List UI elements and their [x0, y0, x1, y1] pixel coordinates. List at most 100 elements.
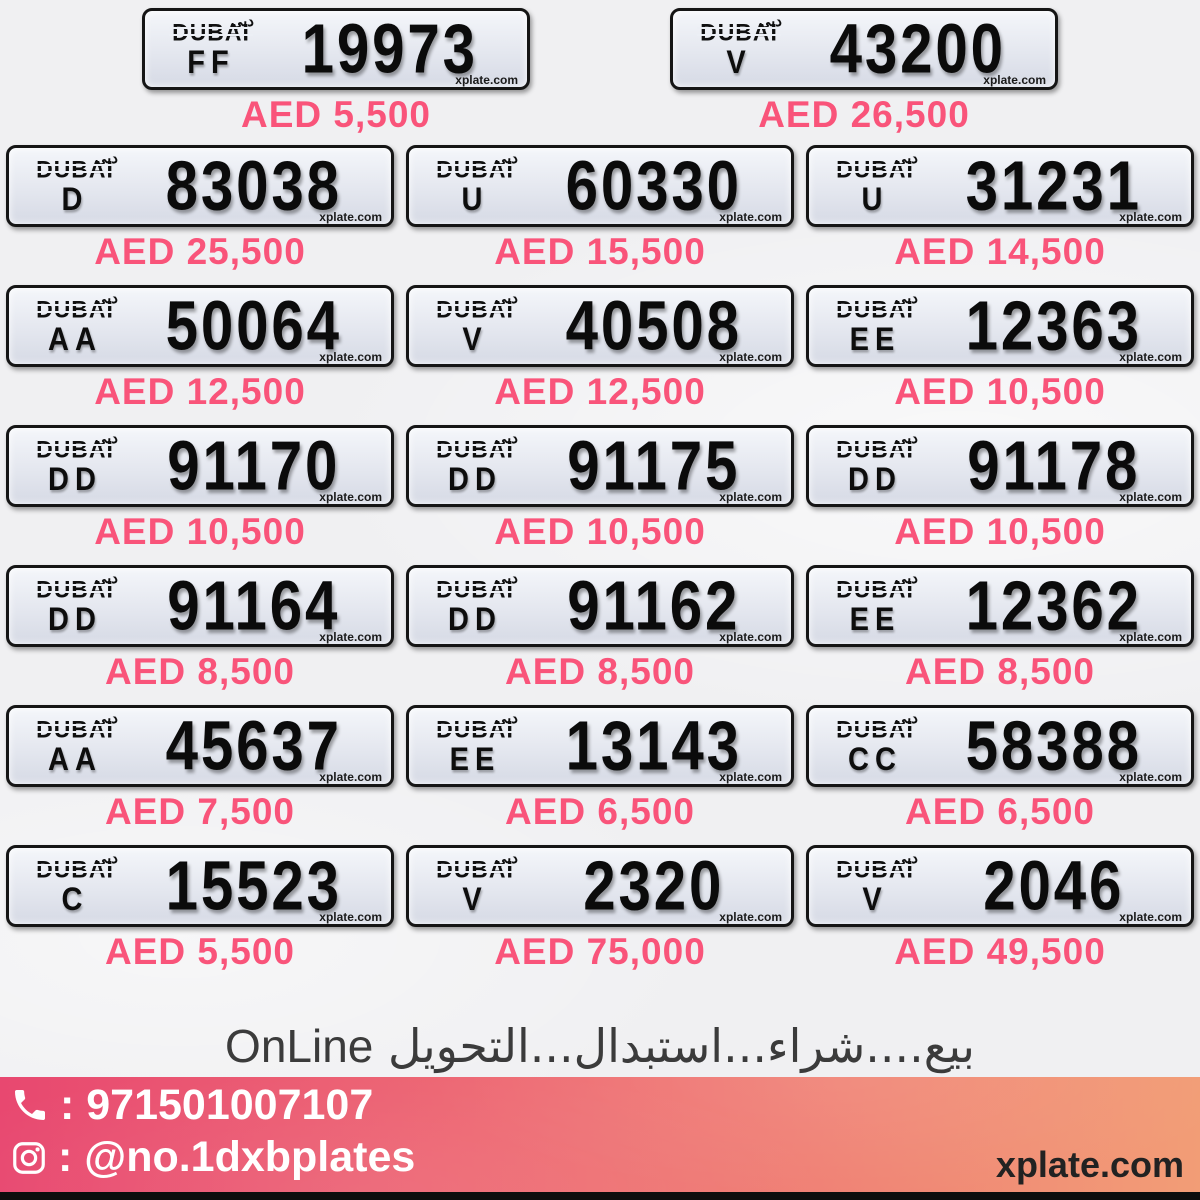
plate-watermark: xplate.com [1119, 210, 1182, 224]
dubai-logo-latin: DUBAI [836, 294, 914, 323]
plate-letter-code: C [61, 881, 89, 918]
plate-price: AED 75,000 [494, 931, 706, 972]
dubai-logo-latin: DUBAI [36, 294, 114, 323]
plate-price: AED 7,500 [105, 791, 295, 832]
dubai-logo: DUBAI دبي [33, 291, 118, 323]
license-plate: DUBAI دبي DD 91164 xplate.com [6, 565, 394, 647]
plate-letter-code: V [462, 321, 488, 358]
license-plate: DUBAI دبي DD 91175 xplate.com [406, 425, 794, 507]
dubai-logo-arabic: دبي [94, 429, 118, 447]
license-plate: DUBAI دبي EE 13143 xplate.com [406, 705, 794, 787]
plate-watermark: xplate.com [1119, 770, 1182, 784]
plate-card: DUBAI دبي DD 91178 xplate.com AED 10,500 [806, 425, 1194, 552]
dubai-logo-latin: DUBAI [836, 714, 914, 743]
plate-letter-code: EE [449, 741, 501, 778]
plate-watermark: xplate.com [719, 210, 782, 224]
plate-left-block: DUBAI دبي V [673, 11, 805, 87]
dubai-logo-latin: DUBAI [436, 434, 514, 463]
plate-card: DUBAI دبي CC 58388 xplate.com AED 6,500 [806, 705, 1194, 832]
plate-left-block: DUBAI دبي EE [809, 288, 941, 364]
plate-watermark: xplate.com [719, 490, 782, 504]
plate-watermark: xplate.com [719, 770, 782, 784]
dubai-logo-arabic: دبي [758, 12, 782, 30]
plate-left-block: DUBAI دبي V [409, 848, 541, 924]
dubai-logo-arabic: دبي [94, 709, 118, 727]
site-name: xplate.com [995, 1144, 1184, 1185]
plate-card: DUBAI دبي D 83038 xplate.com AED 25,500 [6, 145, 394, 272]
dubai-logo-arabic: دبي [94, 849, 118, 867]
dubai-logo-arabic: دبي [894, 149, 918, 167]
plate-letter-code: AA [48, 321, 102, 358]
plate-watermark: xplate.com [983, 73, 1046, 87]
license-plate: DUBAI دبي D 83038 xplate.com [6, 145, 394, 227]
featured-plates-row: DUBAI دبي FF 19973 xplate.com AED 5,500 … [0, 0, 1200, 135]
plate-card: DUBAI دبي U 60330 xplate.com AED 15,500 [406, 145, 794, 272]
plate-left-block: DUBAI دبي AA [9, 288, 141, 364]
instagram-icon [10, 1139, 48, 1177]
dubai-logo-arabic: دبي [494, 289, 518, 307]
dubai-logo-latin: DUBAI [36, 854, 114, 883]
plate-number: 12363 [965, 287, 1142, 365]
plate-number: 91162 [567, 567, 741, 645]
services-line: بيع....شراء...استبدال...التحويل OnLine [0, 1019, 1200, 1073]
plate-card: DUBAI دبي DD 91175 xplate.com AED 10,500 [406, 425, 794, 552]
plate-watermark: xplate.com [319, 910, 382, 924]
plate-letter-code: DD [48, 601, 102, 638]
dubai-logo-arabic: دبي [494, 429, 518, 447]
license-plate: DUBAI دبي AA 50064 xplate.com [6, 285, 394, 367]
plate-watermark: xplate.com [719, 910, 782, 924]
plate-price: AED 12,500 [94, 371, 306, 412]
dubai-logo: DUBAI دبي [833, 711, 918, 743]
plate-price: AED 6,500 [505, 791, 695, 832]
plate-left-block: DUBAI دبي AA [9, 708, 141, 784]
instagram-handle-text: : @no.1dxbplates [58, 1133, 416, 1182]
plate-price: AED 5,500 [105, 931, 295, 972]
dubai-logo-latin: DUBAI [436, 154, 514, 183]
plate-price: AED 49,500 [894, 931, 1106, 972]
footer-banner: : 971501007107 : @no.1dxbplates xplate.c… [0, 1077, 1200, 1200]
plate-number: 19973 [301, 10, 478, 88]
plate-letter-code: V [726, 44, 752, 81]
plate-letter-code: FF [187, 44, 235, 81]
license-plate: DUBAI دبي EE 12362 xplate.com [806, 565, 1194, 647]
license-plate: DUBAI دبي AA 45637 xplate.com [6, 705, 394, 787]
dubai-logo: DUBAI دبي [433, 711, 518, 741]
dubai-logo-arabic: دبي [94, 149, 118, 167]
dubai-logo-latin: DUBAI [836, 434, 914, 463]
plate-watermark: xplate.com [1119, 350, 1182, 364]
plate-left-block: DUBAI دبي DD [809, 428, 941, 504]
license-plate: DUBAI دبي V 40508 xplate.com [406, 285, 794, 367]
plate-letter-code: U [861, 181, 889, 218]
plate-letter-code: U [461, 181, 489, 218]
plate-price: AED 26,500 [758, 94, 970, 135]
plate-card: DUBAI دبي EE 13143 xplate.com AED 6,500 [406, 705, 794, 832]
dubai-logo: DUBAI دبي [833, 291, 918, 323]
plate-price: AED 25,500 [94, 231, 306, 272]
dubai-logo-arabic: دبي [94, 569, 118, 587]
dubai-logo-latin: DUBAI [836, 854, 914, 883]
plate-card: DUBAI دبي V 2046 xplate.com AED 49,500 [806, 845, 1194, 972]
dubai-logo-arabic: دبي [894, 289, 918, 307]
plate-price: AED 6,500 [905, 791, 1095, 832]
dubai-logo: DUBAI دبي [697, 14, 782, 46]
plate-card: DUBAI دبي DD 91170 xplate.com AED 10,500 [6, 425, 394, 552]
license-plate: DUBAI دبي DD 91162 xplate.com [406, 565, 794, 647]
plate-letter-code: CC [848, 741, 902, 778]
dubai-logo: DUBAI دبي [33, 431, 118, 461]
plate-number: 45637 [165, 707, 342, 785]
plate-card: DUBAI دبي DD 91164 xplate.com AED 8,500 [6, 565, 394, 692]
dubai-logo-latin: DUBAI [36, 714, 114, 743]
plate-left-block: DUBAI دبي U [409, 148, 541, 224]
plate-watermark: xplate.com [719, 630, 782, 644]
plate-number: 43200 [829, 10, 1006, 88]
plate-left-block: DUBAI دبي DD [9, 568, 141, 644]
plate-price: AED 5,500 [241, 94, 431, 135]
dubai-logo: DUBAI دبي [833, 571, 918, 601]
dubai-logo: DUBAI دبي [33, 151, 118, 181]
plate-card: DUBAI دبي AA 45637 xplate.com AED 7,500 [6, 705, 394, 832]
plate-price: AED 10,500 [894, 511, 1106, 552]
dubai-logo-latin: DUBAI [700, 17, 778, 46]
plate-left-block: DUBAI دبي DD [409, 428, 541, 504]
plate-number: 31231 [965, 147, 1142, 225]
plate-left-block: DUBAI دبي V [809, 848, 941, 924]
